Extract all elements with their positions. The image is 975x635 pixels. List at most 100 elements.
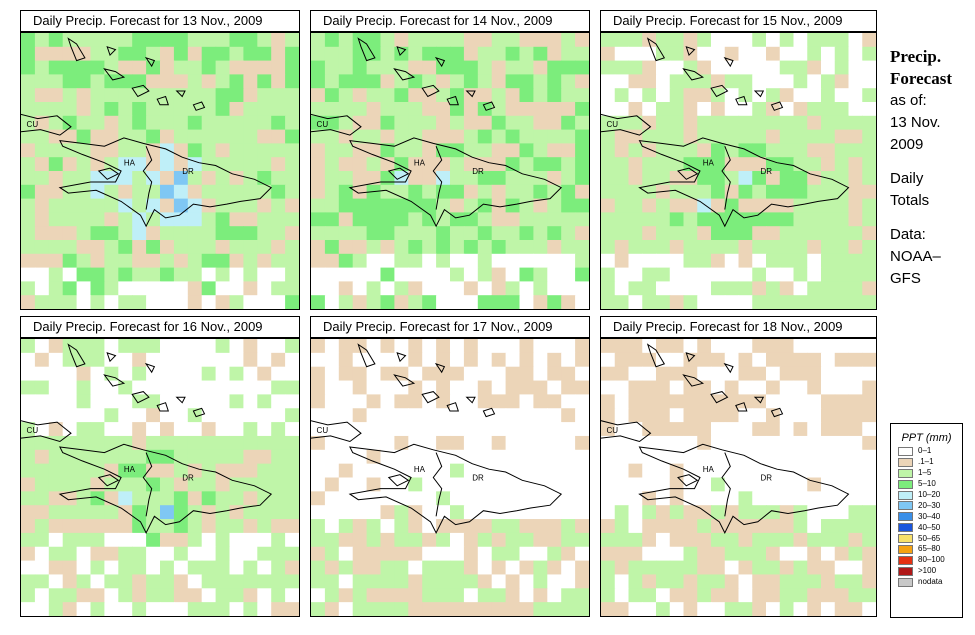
label-haiti: HA: [124, 465, 136, 474]
precip-cell: [656, 574, 671, 589]
precip-cell: [48, 477, 64, 492]
precip-cell: [394, 198, 409, 213]
precip-cell: [257, 115, 272, 131]
precip-cell: [807, 226, 822, 241]
precip-cell: [834, 435, 850, 451]
precip-cell: [436, 560, 451, 576]
precip-cell: [561, 184, 576, 200]
precip-cell: [311, 588, 326, 603]
precip-cell: [463, 505, 479, 520]
bahamas-island: [106, 352, 117, 363]
precip-cell: [338, 505, 354, 520]
precip-cell: [229, 226, 244, 241]
precip-cell: [711, 366, 726, 382]
precip-cell: [724, 226, 740, 241]
precip-cell: [380, 394, 395, 409]
precip-cell: [628, 143, 643, 158]
precip-cell: [380, 198, 395, 213]
precip-cell: [450, 143, 465, 158]
precip-cell: [62, 88, 78, 103]
precip-cell: [614, 519, 630, 534]
precip-cell: [422, 102, 437, 117]
legend-item: 65–80: [891, 544, 962, 555]
precip-cell: [862, 295, 876, 309]
precip-cell: [477, 115, 493, 131]
precip-cell: [642, 519, 657, 534]
precip-cell: [821, 74, 836, 89]
precip-cell: [311, 574, 326, 589]
precip-cell: [187, 560, 203, 576]
precip-cell: [324, 505, 340, 520]
precip-cell: [834, 157, 850, 172]
precip-cell: [271, 171, 286, 186]
label-haiti: HA: [703, 158, 715, 167]
precip-cell: [697, 115, 712, 131]
precip-cell: [48, 505, 64, 520]
precip-cell: [243, 532, 258, 548]
precip-cell: [724, 115, 740, 131]
precip-cell: [422, 574, 437, 589]
precip-cell: [118, 532, 133, 548]
precip-cell: [215, 560, 231, 576]
precip-cell: [697, 366, 712, 382]
precip-cell: [160, 143, 175, 158]
precip-cell: [711, 574, 726, 589]
precip-cell: [834, 602, 850, 616]
precip-cell: [48, 532, 64, 548]
precip-cell: [821, 394, 836, 409]
precip-cell: [436, 477, 451, 492]
precip-cell: [463, 602, 479, 616]
gonave-island-coastline: [677, 167, 699, 180]
gonave-island-coastline: [387, 167, 410, 180]
precip-cell: [614, 449, 630, 465]
bahamas-island: [710, 391, 729, 404]
precip-cell: [697, 602, 712, 616]
precip-cell: [848, 574, 863, 589]
precip-cell: [477, 519, 493, 534]
precip-cell: [601, 339, 616, 354]
precip-cell: [642, 240, 657, 255]
precip-cell: [76, 408, 92, 423]
precip-cell: [229, 422, 244, 437]
precip-cell: [366, 505, 382, 520]
precip-cell: [752, 226, 767, 241]
source-line1: Data:: [890, 226, 926, 243]
precip-cell: [547, 477, 562, 492]
bahamas-island: [175, 90, 186, 98]
precip-cell: [793, 46, 808, 62]
precip-cell: [408, 546, 423, 562]
precip-cell: [450, 532, 465, 548]
precip-cell: [132, 463, 147, 479]
precip-cell: [752, 505, 767, 520]
precip-cell: [821, 60, 836, 75]
precip-cell: [450, 546, 465, 562]
precip-cell: [90, 435, 105, 451]
precip-cell: [352, 435, 368, 451]
precip-cell: [821, 546, 836, 562]
precip-cell: [601, 226, 616, 241]
precip-cell: [505, 463, 521, 479]
precip-cell: [656, 532, 671, 548]
precip-cell: [366, 519, 382, 534]
precip-cell: [132, 226, 147, 241]
precip-cell: [90, 88, 105, 103]
precip-cell: [352, 602, 368, 616]
precip-cell: [614, 157, 630, 172]
precip-cell: [324, 463, 340, 479]
precip-cell: [215, 212, 231, 227]
precip-cell: [229, 352, 244, 368]
precip-cell: [436, 588, 451, 603]
precip-cell: [697, 295, 712, 309]
precip-cell: [752, 560, 767, 576]
precip-cell: [257, 463, 272, 479]
precip-cell: [311, 281, 326, 296]
precip-cell: [463, 240, 479, 255]
precip-cell: [21, 352, 36, 368]
precip-cell: [656, 394, 671, 409]
precip-cell: [821, 602, 836, 616]
precip-cell: [324, 88, 340, 103]
precip-cell: [104, 88, 119, 103]
precip-cell: [380, 546, 395, 562]
